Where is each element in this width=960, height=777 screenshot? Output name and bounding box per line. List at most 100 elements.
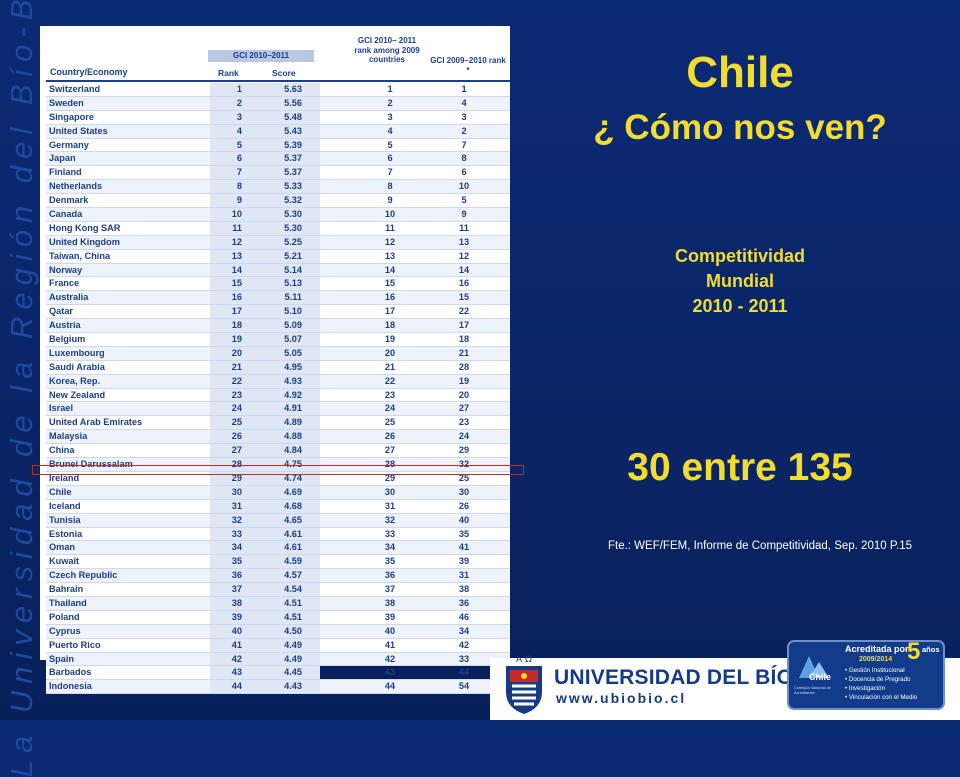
cell-score: 5.13 (284, 278, 302, 289)
cell-score: 5.32 (284, 195, 302, 206)
cell-rank-2009-2010: 38 (458, 584, 470, 595)
cell-country: United Kingdom (49, 236, 120, 247)
cell-score: 4.84 (284, 445, 302, 456)
source-citation: Fte.: WEF/FEM, Informe de Competitividad… (607, 540, 913, 552)
cell-country: Qatar (49, 306, 74, 317)
cell-country: Spain (49, 653, 75, 664)
cell-country: Austria (49, 320, 81, 331)
table-row: Sweden 2 5.56 2 4 (46, 96, 510, 111)
cell-rank: 11 (232, 222, 242, 233)
cell-score: 5.05 (284, 347, 302, 358)
cell-rank: 17 (231, 306, 242, 317)
cell-rank: 31 (231, 500, 242, 511)
cell-country: United Arab Emirates (49, 417, 143, 428)
cell-score: 5.21 (284, 250, 302, 261)
accreditation-area: Docencia de Pregrado (845, 675, 917, 684)
cell-rank-2009-2010: 10 (458, 181, 470, 192)
cell-rank-2009-2010: 18 (458, 334, 470, 345)
table-row: Australia 16 5.11 16 15 (46, 291, 510, 306)
cell-score: 4.93 (284, 375, 302, 386)
cell-rank-2009-2010: 9 (461, 209, 467, 220)
cell-country: Oman (49, 542, 76, 553)
cell-rank-2009-2010: 40 (458, 514, 470, 525)
cell-rank: 21 (231, 361, 242, 372)
table-row: New Zealand 23 4.92 23 20 (46, 388, 510, 403)
cell-rank-2009-2010: 23 (458, 417, 470, 428)
cell-rank-2009-2010: 46 (458, 611, 470, 622)
cell-rank-among-2009: 42 (384, 653, 396, 664)
cell-rank-among-2009: 15 (384, 278, 396, 289)
cell-rank-among-2009: 19 (384, 334, 396, 345)
cell-rank-among-2009: 29 (384, 472, 396, 483)
cell-rank: 28 (231, 459, 242, 470)
cell-rank-2009-2010: 16 (458, 278, 470, 289)
cell-country: Czech Republic (49, 570, 118, 581)
accreditation-years-label: años (922, 645, 940, 654)
cell-score: 5.37 (284, 167, 302, 178)
cell-rank: 25 (231, 417, 242, 428)
cell-rank-2009-2010: 20 (458, 389, 470, 400)
cell-country: Luxembourg (49, 347, 105, 358)
slide-title: Chile (686, 48, 794, 97)
table-row: United Kingdom 12 5.25 12 13 (46, 235, 510, 250)
cell-rank-2009-2010: 19 (458, 375, 470, 386)
vertical-tagline: La Universidad de la Región del Bío-Bío (2, 0, 42, 777)
table-row: Singapore 3 5.48 3 3 (46, 110, 510, 125)
cell-rank-2009-2010: 7 (461, 139, 467, 150)
cell-score: 5.63 (284, 84, 302, 94)
cell-rank-2009-2010: 6 (461, 167, 467, 178)
competitiveness-caption: Competitividad Mundial 2010 - 2011 (620, 244, 860, 319)
cell-rank-2009-2010: 33 (458, 653, 470, 664)
cell-country: Poland (49, 611, 80, 622)
cell-rank-2009-2010: 3 (461, 111, 467, 122)
table-row: Iceland 31 4.68 31 26 (46, 499, 510, 514)
vertical-tagline-text: La Universidad de la Región del Bío-Bío (4, 0, 40, 777)
cell-rank-2009-2010: 30 (458, 486, 470, 497)
accreditation-badge: Chile Comisión Nacional de Acreditación … (787, 640, 945, 710)
cell-rank: 18 (231, 320, 242, 331)
table-row: Bahrain 37 4.54 37 38 (46, 583, 510, 597)
table-row: Korea, Rep. 22 4.93 22 19 (46, 374, 510, 389)
cell-rank-among-2009: 25 (384, 417, 396, 428)
cell-rank-among-2009: 32 (384, 514, 396, 525)
table-row: Japan 6 5.37 6 8 (46, 152, 510, 167)
svg-text:A Ω: A Ω (516, 655, 532, 665)
cell-rank-2009-2010: 25 (458, 472, 470, 483)
cell-rank-2009-2010: 28 (458, 361, 470, 372)
cell-rank-among-2009: 4 (387, 125, 393, 136)
cell-country: Canada (49, 209, 83, 220)
table-row: Qatar 17 5.10 17 22 (46, 305, 510, 320)
cell-rank-among-2009: 33 (384, 528, 396, 539)
cell-rank: 15 (231, 278, 242, 289)
cell-rank-among-2009: 40 (384, 625, 396, 636)
cell-rank-among-2009: 27 (384, 445, 396, 456)
cell-score: 5.11 (284, 292, 302, 303)
table-row: Cyprus 40 4.50 40 34 (46, 624, 510, 639)
cell-rank-among-2009: 38 (384, 597, 396, 608)
cell-country: Korea, Rep. (49, 375, 101, 386)
cell-country: Estonia (49, 528, 83, 539)
cell-country: Malaysia (49, 431, 88, 442)
cell-rank-2009-2010: 4 (461, 97, 467, 108)
cell-rank: 26 (231, 431, 242, 442)
cell-rank: 36 (231, 570, 242, 581)
cell-score: 5.43 (284, 125, 302, 136)
cell-rank-among-2009: 13 (384, 250, 396, 261)
cell-rank-among-2009: 10 (384, 209, 396, 220)
cell-score: 4.51 (284, 611, 302, 622)
university-url[interactable]: www.ubiobio.cl (556, 690, 687, 706)
cell-rank-2009-2010: 13 (458, 236, 470, 247)
cell-rank-among-2009: 30 (384, 486, 396, 497)
table-row: Oman 34 4.61 34 41 (46, 541, 510, 556)
cell-rank: 24 (231, 403, 242, 414)
cell-score: 4.68 (284, 500, 302, 511)
table-row: Barbados 43 4.45 43 44 (46, 666, 510, 681)
table-row: Hong Kong SAR 11 5.30 11 11 (46, 221, 510, 236)
cell-country: Singapore (49, 111, 94, 122)
cell-rank-2009-2010: 39 (458, 556, 470, 567)
cell-rank-2009-2010: 29 (458, 445, 470, 456)
competitiveness-line-2: Mundial (706, 271, 774, 291)
cell-rank-among-2009: 31 (384, 500, 396, 511)
cell-country: Indonesia (49, 681, 92, 692)
cell-country: Finland (49, 167, 82, 178)
